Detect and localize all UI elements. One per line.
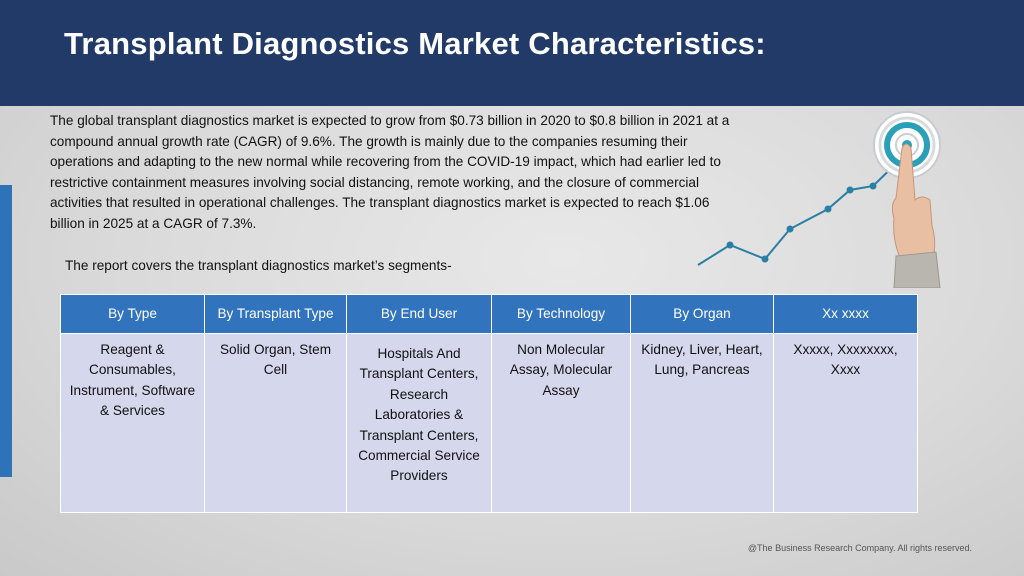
growth-decoration (697, 111, 941, 288)
segments-table: By Type By Transplant Type By End User B… (60, 294, 918, 513)
pointing-hand-icon (891, 143, 941, 288)
cell-transplant-type: Solid Organ, Stem Cell (204, 333, 347, 513)
header-xx-xxxx: Xx xxxx (773, 294, 918, 334)
header-by-organ: By Organ (630, 294, 774, 334)
cell-type: Reagent & Consumables, Instrument, Softw… (60, 333, 205, 513)
header-by-type: By Type (60, 294, 205, 334)
cell-end-user: Hospitals And Transplant Centers, Resear… (358, 346, 480, 484)
cell-organ: Kidney, Liver, Heart, Lung, Pancreas (630, 333, 774, 513)
segments-intro: The report covers the transplant diagnos… (65, 258, 452, 273)
header-bar: Transplant Diagnostics Market Characteri… (0, 0, 1024, 106)
copyright-footer: @The Business Research Company. All righ… (747, 543, 972, 553)
page-title: Transplant Diagnostics Market Characteri… (64, 26, 766, 61)
cell-technology: Non Molecular Assay, Molecular Assay (491, 333, 631, 513)
growth-line-icon (697, 156, 904, 266)
header-by-transplant-type: By Transplant Type (204, 294, 347, 334)
table-row: Reagent & Consumables, Instrument, Softw… (60, 333, 918, 513)
header-by-technology: By Technology (491, 294, 631, 334)
side-accent-bar (0, 185, 12, 477)
market-description: The global transplant diagnostics market… (50, 113, 730, 231)
cell-xx-xxxx: Xxxxx, Xxxxxxxx, Xxxx (773, 333, 918, 513)
header-by-end-user: By End User (346, 294, 492, 334)
table-header-row: By Type By Transplant Type By End User B… (60, 294, 918, 334)
cell-end-user-container: Hospitals And Transplant Centers, Resear… (346, 333, 492, 513)
